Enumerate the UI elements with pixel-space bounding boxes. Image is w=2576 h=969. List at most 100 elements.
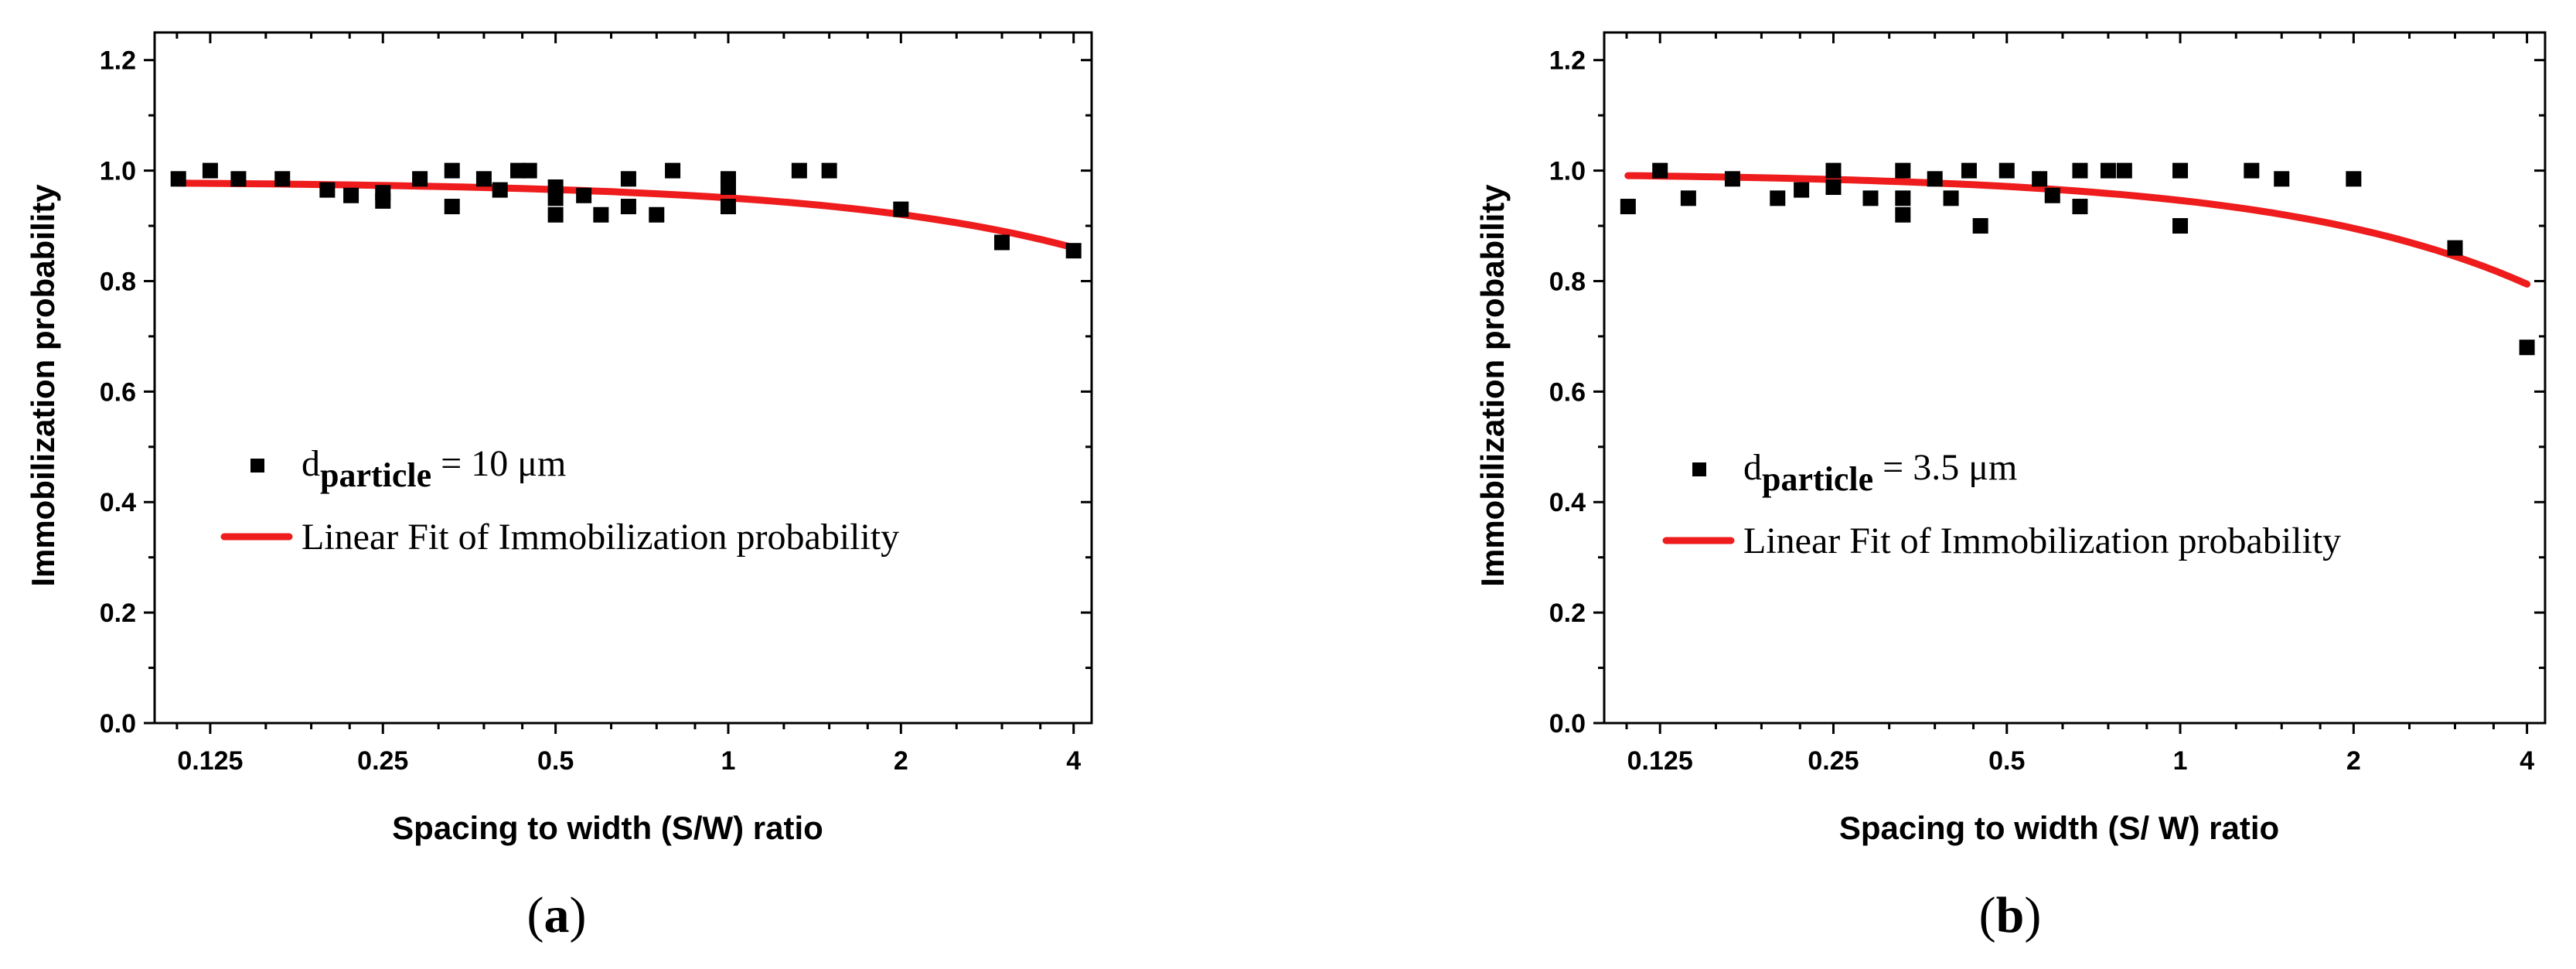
y-tick-label-a: 1.0	[100, 157, 136, 186]
data-point-a	[319, 182, 336, 198]
data-point-b	[1972, 218, 1988, 234]
data-point-a	[170, 171, 186, 187]
data-point-a	[993, 234, 1010, 251]
data-point-a	[1065, 243, 1082, 259]
panel-label-a: (a)	[527, 887, 587, 943]
y-axis-title-a: Immobilization probability	[25, 184, 61, 587]
plot-frame-b	[1603, 31, 2547, 725]
y-tick-labels-b: 0.0 0.2 0.4 0.6 0.8 1.0 1.2	[1549, 46, 1586, 739]
data-point-b	[2032, 171, 2048, 187]
data-point-b	[1943, 190, 1959, 206]
data-point-b	[1862, 190, 1879, 206]
legend-label-prefix-b: d	[1743, 447, 1762, 488]
panel-label-letter-b: b	[1996, 887, 2025, 943]
data-point-b	[1652, 162, 1668, 179]
legend-label-fit-a: Linear Fit of Immobilization probability	[302, 517, 899, 558]
data-point-b	[1961, 162, 1977, 179]
y-tick-label-b: 0.6	[1549, 377, 1586, 407]
panel-label-open-a: (	[527, 887, 544, 943]
data-point-a	[620, 171, 636, 187]
legend-b: dparticle = 3.5 μm Linear Fit of Immobil…	[1662, 447, 2341, 561]
legend-marker-square-a	[250, 459, 264, 473]
legend-label-prefix-a: d	[302, 443, 320, 484]
data-point-b	[1998, 162, 2015, 179]
linear-fit-line-b	[1624, 172, 2531, 288]
legend-marker-square-b	[1692, 462, 1706, 476]
data-point-b	[2100, 162, 2116, 179]
legend-label-data-a: dparticle = 10 μm	[302, 443, 566, 494]
data-point-b	[2172, 162, 2189, 179]
legend-a: dparticle = 10 μm Linear Fit of Immobili…	[220, 443, 899, 558]
data-point-a	[893, 201, 909, 217]
data-point-a	[649, 206, 665, 223]
x-tick-label-a: 0.5	[537, 746, 574, 776]
data-point-a	[444, 199, 460, 215]
y-tick-label-a: 0.0	[100, 709, 136, 739]
panel-label-b: (b)	[1979, 887, 2042, 943]
y-tick-labels-a: 0.0 0.2 0.4 0.6 0.8 1.0 1.2	[100, 46, 136, 739]
data-point-a	[720, 179, 736, 196]
data-point-b	[1895, 206, 1911, 223]
data-point-a	[375, 193, 391, 209]
data-point-b	[1724, 171, 1740, 187]
y-tick-label-b: 1.2	[1549, 46, 1586, 76]
data-point-a	[720, 199, 736, 215]
data-point-a	[620, 199, 636, 215]
data-point-b	[2519, 339, 2535, 356]
legend-label-sub-b: particle	[1762, 460, 1873, 498]
y-tick-label-b: 0.0	[1549, 709, 1586, 739]
y-tick-label-b: 0.4	[1549, 488, 1586, 517]
data-points-b	[1620, 162, 2535, 356]
data-point-b	[1620, 199, 1636, 215]
x-tick-label-b: 1	[2173, 746, 2188, 776]
x-tick-label-a: 1	[721, 746, 736, 776]
y-tick-label-b: 0.8	[1549, 267, 1586, 296]
legend-label-sub-a: particle	[320, 456, 431, 494]
data-point-b	[2072, 162, 2088, 179]
data-point-b	[1927, 171, 1943, 187]
panel-label-letter-a: a	[544, 887, 570, 943]
data-point-b	[1895, 190, 1911, 206]
data-point-b	[1825, 162, 1842, 179]
y-tick-label-a: 1.2	[100, 46, 136, 76]
y-tick-label-a: 0.2	[100, 599, 136, 628]
data-point-a	[202, 162, 218, 179]
x-axis-title-a: Spacing to width (S/W) ratio	[392, 810, 823, 846]
panel-label-close-b: )	[2024, 887, 2041, 943]
chart-panel-a: 0.0 0.2 0.4 0.6 0.8 1.0 1.2 0.125 0.25 0.5 1 2 4 Im…	[25, 31, 1093, 943]
legend-label-fit-b: Linear Fit of Immobilization probability	[1743, 520, 2341, 561]
tick-marks-a	[144, 32, 1092, 734]
y-tick-label-a: 0.4	[100, 488, 136, 517]
data-point-a	[665, 162, 681, 179]
data-point-b	[1895, 162, 1911, 179]
y-tick-label-a: 0.6	[100, 377, 136, 407]
x-tick-label-a: 0.25	[357, 746, 408, 776]
x-tick-labels-a: 0.125 0.25 0.5 1 2 4	[177, 746, 1081, 776]
data-point-a	[547, 206, 564, 223]
data-point-b	[2172, 218, 2189, 234]
data-point-a	[444, 162, 460, 179]
panel-label-close-a: )	[570, 887, 587, 943]
x-tick-label-b: 0.5	[1988, 746, 2025, 776]
x-tick-label-a: 2	[894, 746, 908, 776]
data-point-b	[2274, 171, 2290, 187]
data-point-b	[2044, 187, 2060, 203]
data-point-a	[274, 171, 291, 187]
data-point-a	[230, 171, 247, 187]
linear-fit-line-a	[175, 179, 1078, 251]
data-point-a	[475, 171, 492, 187]
data-point-a	[821, 162, 837, 179]
x-tick-label-a: 0.125	[177, 746, 243, 776]
x-tick-label-b: 0.25	[1808, 746, 1859, 776]
y-tick-label-b: 1.0	[1549, 157, 1586, 186]
legend-label-suffix-b: = 3.5 μm	[1873, 447, 2017, 488]
data-point-a	[576, 187, 592, 203]
legend-label-suffix-a: = 10 μm	[431, 443, 566, 484]
data-point-b	[2244, 162, 2260, 179]
data-point-b	[1770, 190, 1786, 206]
x-tick-labels-b: 0.125 0.25 0.5 1 2 4	[1627, 746, 2534, 776]
x-tick-label-b: 0.125	[1627, 746, 1693, 776]
data-point-b	[1680, 190, 1696, 206]
data-point-b	[2447, 240, 2463, 256]
